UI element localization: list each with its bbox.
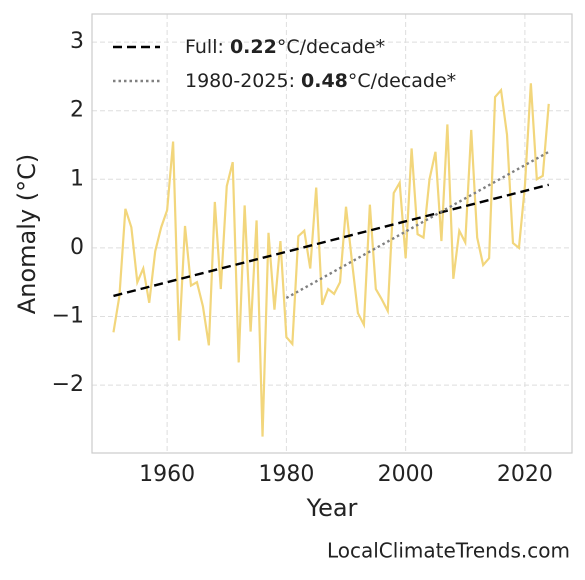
trend-line (113, 183, 550, 298)
x-tick-label: 1980 (258, 462, 314, 487)
y-tick-label: 3 (70, 29, 84, 54)
legend-label-part: °C/decade* (348, 70, 456, 92)
plot-frame (91, 13, 573, 454)
x-tick-label: 2000 (378, 462, 434, 487)
x-tick-label: 2020 (497, 462, 553, 487)
data-line (112, 83, 550, 437)
y-tick-label: −2 (52, 372, 84, 397)
x-tick-label: 1960 (139, 462, 195, 487)
legend-label-part: °C/decade* (277, 36, 385, 58)
y-axis-label: Anomaly (°C) (13, 154, 41, 314)
y-tick-label: −1 (52, 303, 84, 328)
trend-line (285, 150, 550, 300)
source: LocalClimateTrends.com (327, 539, 570, 563)
legend-label-part: 0.22 (230, 36, 277, 58)
legend-label-part: 1980-2025: (185, 70, 301, 92)
legend-label-part: Full: (185, 36, 230, 58)
y-tick-label: 2 (70, 98, 84, 123)
y-tick-label: 0 (70, 235, 84, 260)
legend-label: Full: 0.22°C/decade* (185, 36, 385, 58)
x-axis-label: Year (306, 494, 358, 522)
legend-label-part: 0.48 (301, 70, 348, 92)
legend-label: 1980-2025: 0.48°C/decade* (185, 70, 456, 92)
y-tick-label: 1 (70, 166, 84, 191)
